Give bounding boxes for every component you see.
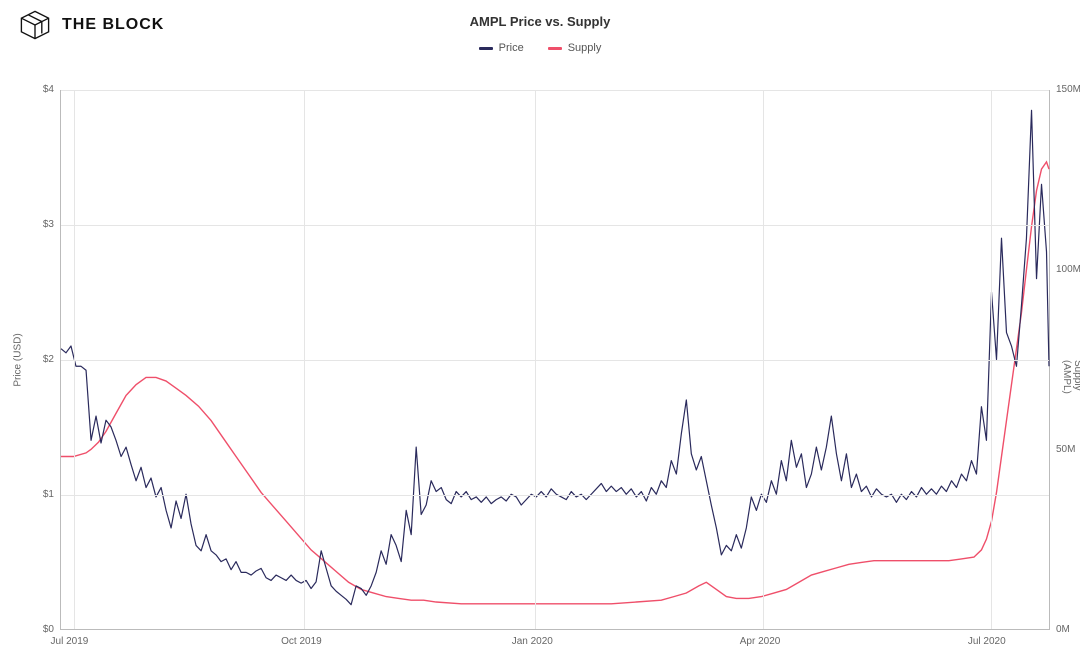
legend-swatch-supply	[548, 47, 562, 50]
x-tick-label: Jul 2019	[51, 636, 89, 647]
y-right-tick-label: 100M	[1056, 264, 1080, 275]
y-right-tick-label: 50M	[1056, 444, 1075, 455]
gridline-horizontal	[61, 225, 1049, 226]
y-right-axis-label: Supply (AMPL)	[1061, 360, 1080, 394]
y-left-axis-label: Price (USD)	[13, 333, 24, 386]
gridline-vertical	[74, 90, 75, 629]
chart-legend: Price Supply	[0, 42, 1080, 54]
y-left-tick-label: $1	[43, 489, 54, 500]
y-left-tick-label: $2	[43, 354, 54, 365]
y-left-tick-label: $3	[43, 219, 54, 230]
gridline-vertical	[535, 90, 536, 629]
gridline-vertical	[991, 90, 992, 629]
legend-item-supply: Supply	[548, 42, 602, 54]
x-tick-label: Jan 2020	[512, 636, 553, 647]
x-tick-label: Oct 2019	[281, 636, 322, 647]
plot-area	[60, 90, 1050, 630]
gridline-horizontal	[61, 360, 1049, 361]
gridline-horizontal	[61, 90, 1049, 91]
legend-label-supply: Supply	[568, 42, 602, 54]
y-left-tick-label: $4	[43, 84, 54, 95]
legend-label-price: Price	[499, 42, 524, 54]
y-right-tick-label: 150M	[1056, 84, 1080, 95]
x-tick-label: Apr 2020	[740, 636, 781, 647]
chart-title: AMPL Price vs. Supply	[0, 14, 1080, 29]
legend-item-price: Price	[479, 42, 524, 54]
legend-swatch-price	[479, 47, 493, 50]
x-tick-label: Jul 2020	[968, 636, 1006, 647]
price-line	[61, 110, 1049, 604]
y-right-tick-label: 0M	[1056, 624, 1070, 635]
supply-line	[61, 162, 1049, 604]
gridline-vertical	[763, 90, 764, 629]
y-left-tick-label: $0	[43, 624, 54, 635]
gridline-horizontal	[61, 495, 1049, 496]
gridline-vertical	[304, 90, 305, 629]
